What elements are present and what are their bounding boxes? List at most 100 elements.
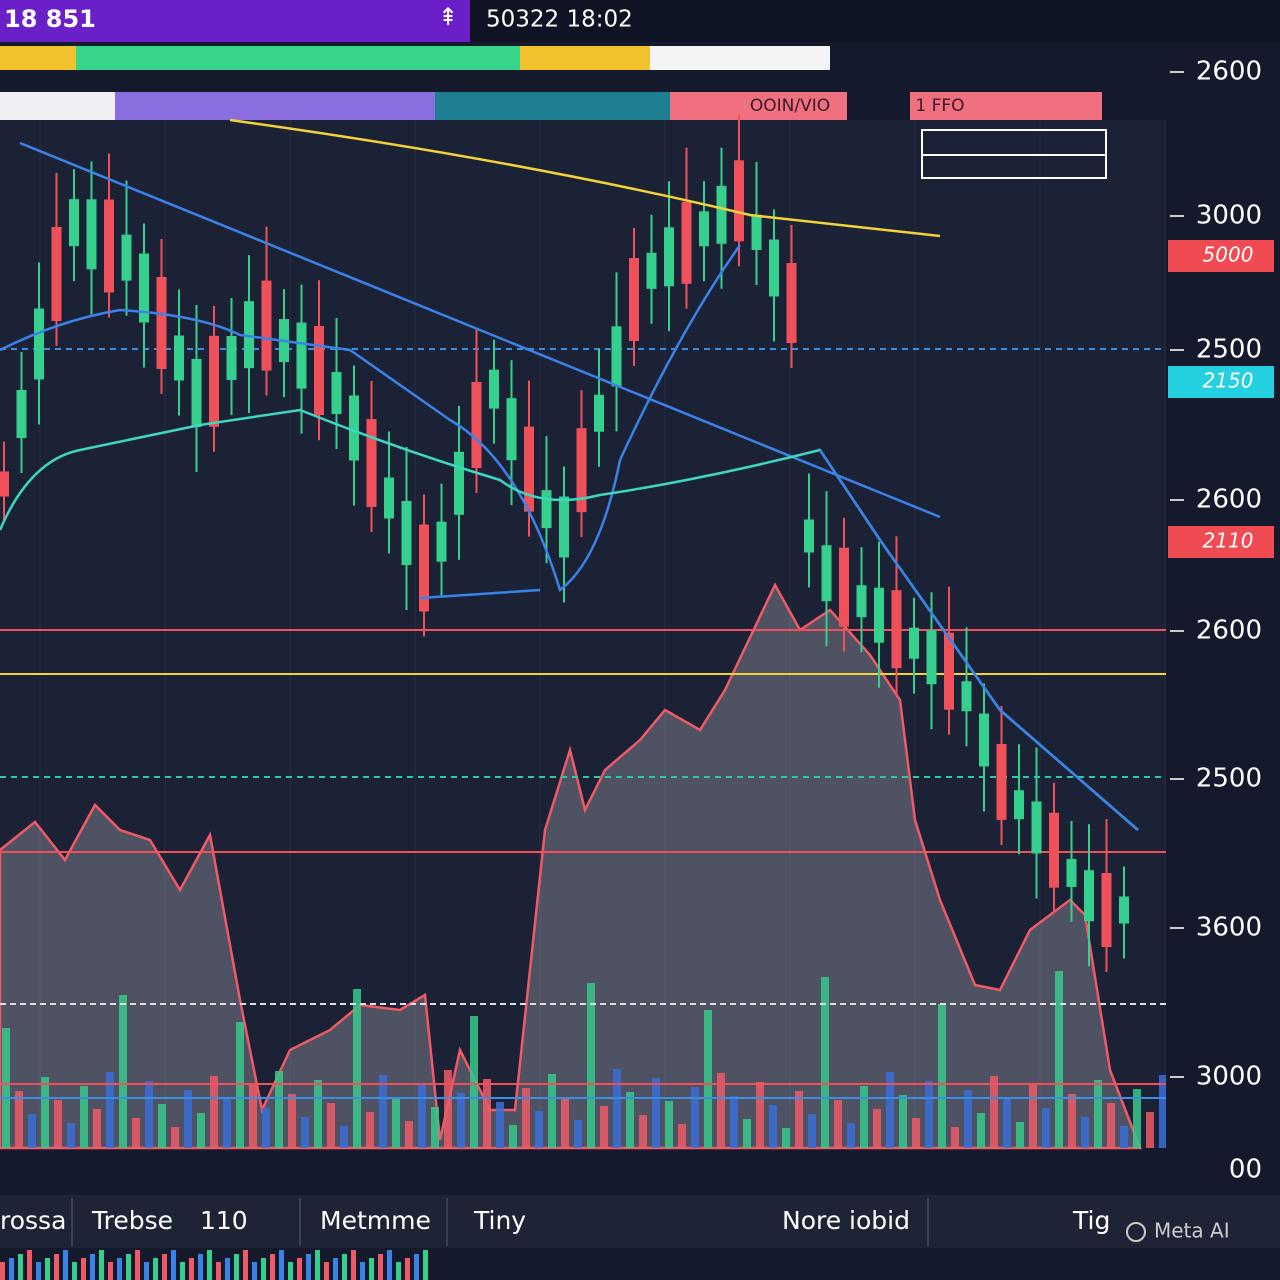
candle-body	[594, 394, 604, 432]
axis-label: 2600	[1196, 616, 1262, 646]
symbol: 18 851	[4, 5, 96, 33]
volume-bar	[210, 1076, 218, 1148]
candle-body	[16, 390, 27, 438]
candle-body	[1084, 870, 1094, 922]
mini-bar	[81, 1258, 86, 1280]
footer-label[interactable]: Trebse	[91, 1206, 173, 1235]
footer-label[interactable]: Tiny	[473, 1206, 526, 1235]
icon[interactable]: ⇞	[438, 3, 458, 31]
candle-body	[734, 160, 744, 242]
mini-bar	[162, 1254, 167, 1280]
volume-bar	[15, 1091, 23, 1148]
footer-label[interactable]: rossa	[0, 1206, 66, 1235]
candle-body	[401, 501, 412, 565]
candle-body	[996, 743, 1007, 820]
volume-bar	[54, 1100, 62, 1148]
candle-body	[804, 519, 814, 553]
mini-bar	[135, 1250, 140, 1280]
footer-label[interactable]: Metmme	[320, 1206, 431, 1235]
volume-bar	[301, 1117, 309, 1148]
mini-bar	[252, 1262, 257, 1280]
volume-bar	[613, 1069, 621, 1148]
volume-bar	[821, 977, 829, 1148]
candle-body	[751, 216, 762, 250]
tab[interactable]	[0, 92, 115, 120]
candle-body	[296, 322, 307, 389]
volume-bar	[119, 995, 127, 1148]
volume-area	[0, 582, 1142, 1150]
candle-body	[559, 496, 569, 558]
mini-bar	[261, 1258, 266, 1280]
candle-body	[489, 369, 499, 409]
volume-bar	[587, 983, 595, 1148]
price-tag-label: 2150	[1203, 369, 1254, 393]
top-bar	[0, 0, 470, 42]
mini-bar	[225, 1258, 230, 1280]
volume-bar	[951, 1127, 959, 1148]
candle-body	[664, 227, 674, 287]
footer-label[interactable]: 110	[200, 1206, 248, 1235]
candle-body	[716, 185, 727, 244]
mini-bar	[351, 1250, 356, 1280]
candle-body	[1119, 896, 1129, 924]
volume-bar	[899, 1095, 907, 1148]
axis-label: 2500	[1196, 764, 1262, 794]
footer-bar	[0, 1195, 1280, 1248]
tab[interactable]	[910, 92, 1102, 120]
axis-label: 2600	[1196, 57, 1262, 87]
meta-icon	[1126, 1222, 1146, 1242]
footer-label[interactable]: Nore iobid	[782, 1206, 910, 1235]
candle-body	[506, 398, 517, 461]
footer-label[interactable]: Tig	[1072, 1206, 1110, 1235]
axis-label: 3600	[1196, 913, 1262, 943]
volume-bar	[405, 1121, 413, 1148]
mini-bar	[117, 1258, 122, 1280]
volume-bar	[249, 1085, 257, 1148]
volume-bar	[262, 1108, 270, 1148]
volume-bar	[80, 1086, 88, 1148]
candle-body	[384, 477, 394, 519]
footer: rossa Trebse 110 Metmme Tiny Nore iobid Tig	[0, 1198, 1110, 1280]
volume-bar	[535, 1111, 543, 1148]
candle-body	[139, 253, 149, 323]
mini-bar	[18, 1254, 23, 1280]
mini-bar	[99, 1250, 104, 1280]
candle-body	[261, 280, 272, 371]
volume-bar	[769, 1105, 777, 1148]
tab[interactable]	[435, 92, 670, 120]
tab-label[interactable]: 1 FFO	[915, 96, 964, 116]
volume-bar	[483, 1079, 491, 1148]
candle-body	[121, 234, 132, 281]
mini-bar	[279, 1250, 284, 1280]
candle-body	[436, 521, 447, 562]
volume-bar	[1146, 1112, 1154, 1148]
candle-body	[944, 632, 954, 710]
volume-bar	[392, 1098, 400, 1148]
mini-bar	[198, 1254, 203, 1280]
volume-bar	[327, 1103, 335, 1148]
mini-bar	[216, 1262, 221, 1280]
volume-bar	[132, 1118, 140, 1148]
volume-bar	[314, 1080, 322, 1148]
mini-bar	[306, 1254, 311, 1280]
volume-bar	[41, 1077, 49, 1148]
volume-bar	[1081, 1117, 1089, 1148]
tab[interactable]	[115, 92, 435, 120]
candle-body	[454, 451, 464, 515]
watermark: Meta AI	[1154, 1219, 1230, 1243]
volume-bar	[496, 1102, 504, 1148]
candle-body	[1031, 801, 1042, 854]
candle-body	[681, 201, 692, 284]
volume-bar	[704, 1010, 712, 1148]
mini-bar	[63, 1250, 68, 1280]
volume-bar	[1029, 1085, 1037, 1148]
volume-bar	[522, 1088, 530, 1148]
volume-bar	[1120, 1126, 1128, 1148]
mini-bar	[72, 1262, 77, 1280]
tab-label[interactable]: OOIN/VIO	[750, 96, 830, 116]
volume-bar	[431, 1107, 439, 1148]
mini-bar	[153, 1258, 158, 1280]
tab[interactable]	[670, 92, 847, 120]
volume-bar	[626, 1092, 634, 1148]
mini-bar	[207, 1250, 212, 1280]
